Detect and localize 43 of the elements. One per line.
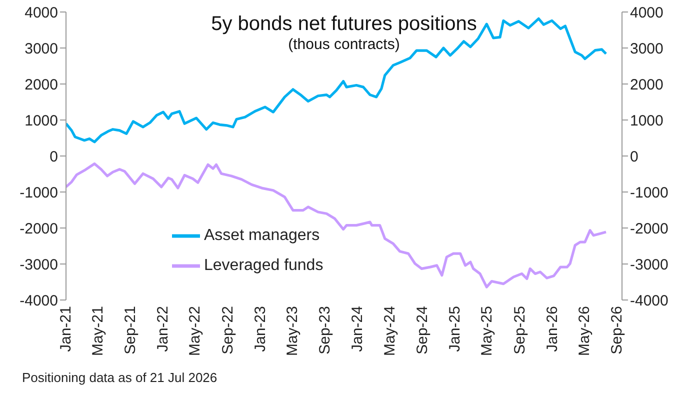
y2-tick-label: 3000: [630, 40, 664, 58]
y2-tick-label: -1000: [630, 184, 668, 202]
x-tick-label: Jan-22: [154, 306, 172, 352]
y-tick-label: 3000: [24, 40, 58, 58]
x-tick-label: May-23: [284, 306, 301, 356]
legend-label: Leveraged funds: [204, 257, 324, 274]
x-tick-label: Jan-26: [544, 306, 561, 352]
y2-tick-label: 0: [630, 148, 638, 166]
legend-label: Asset managers: [204, 227, 320, 244]
x-tick-label: May-24: [381, 306, 398, 356]
y2-tick-label: 1000: [630, 112, 664, 130]
x-tick-label: Jan-23: [252, 306, 269, 352]
x-tick-label: Jan-24: [349, 306, 366, 352]
x-tick-label: May-26: [576, 306, 593, 356]
x-tick-label: Jan-21: [58, 306, 74, 352]
y-tick-label: 4000: [24, 4, 58, 22]
x-tick-label: May-21: [89, 306, 106, 356]
x-tick-label: Sep-24: [414, 306, 432, 354]
y2-tick-label: 4000: [630, 4, 664, 22]
x-tick-label: May-22: [186, 306, 204, 356]
text: Positioning data as of 21 Jul 2026: [22, 370, 218, 385]
y2-tick-label: -2000: [630, 220, 668, 238]
y-tick-label: 1000: [24, 112, 58, 130]
x-tick-label: Sep-22: [219, 306, 236, 354]
y-tick-label: -1000: [20, 184, 58, 202]
x-tick-label: Sep-21: [122, 306, 140, 354]
line-series: [66, 162, 608, 288]
y2-tick-label: -4000: [630, 292, 668, 310]
x-tick-label: Sep-23: [316, 306, 334, 354]
y-tick-label: -4000: [20, 292, 58, 310]
chart-title: 5y bonds net futures positions: [211, 13, 477, 35]
y-tick-label: -3000: [20, 256, 58, 274]
text: (thous contracts): [288, 36, 400, 53]
y2-tick-label: 2000: [630, 76, 664, 94]
y2-tick-label: -3000: [630, 256, 668, 274]
y-tick-label: -2000: [20, 220, 58, 238]
x-tick-label: May-25: [478, 306, 496, 356]
line-series: [66, 17, 608, 144]
x-tick-label: Jan-25: [446, 306, 464, 352]
y-tick-label: 0: [50, 148, 58, 166]
x-tick-label: Sep-26: [608, 306, 626, 354]
x-tick-label: Sep-25: [511, 306, 528, 354]
y-tick-label: 2000: [24, 76, 58, 94]
